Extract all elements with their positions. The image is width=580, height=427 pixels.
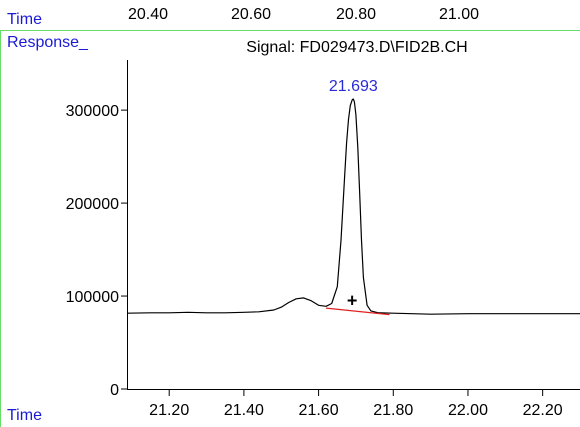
- chart-title: Signal: FD029473.D\FID2B.CH: [246, 39, 467, 56]
- x-axis-label: Time: [7, 407, 42, 424]
- y-tick-label: 0: [110, 382, 119, 399]
- x-tick-label: 21.80: [373, 402, 413, 419]
- integration-baseline: [325, 307, 390, 316]
- y-axis-label: Response_: [7, 34, 89, 51]
- x-tick-label: 21.40: [224, 402, 264, 419]
- top-tick-label: 20.60: [231, 6, 271, 23]
- y-tick-label: 200000: [66, 196, 119, 213]
- x-tick-label: 22.20: [523, 402, 563, 419]
- peak-retention-label: 21.693: [329, 78, 378, 95]
- top-time-label: Time: [7, 11, 42, 28]
- top-tick-label: 21.00: [439, 6, 479, 23]
- x-tick-label: 22.00: [448, 402, 488, 419]
- top-tick-label: 20.80: [336, 6, 376, 23]
- top-time-strip: Time 20.40 20.60 20.80 21.00: [7, 6, 479, 28]
- top-tick-label: 20.40: [128, 6, 168, 23]
- peak-marker: +: [347, 291, 358, 311]
- y-tick-label: 300000: [66, 103, 119, 120]
- x-tick-label: 21.60: [299, 402, 339, 419]
- y-tick-label: 100000: [66, 289, 119, 306]
- signal-trace: [126, 98, 580, 315]
- x-tick-label: 21.20: [149, 402, 189, 419]
